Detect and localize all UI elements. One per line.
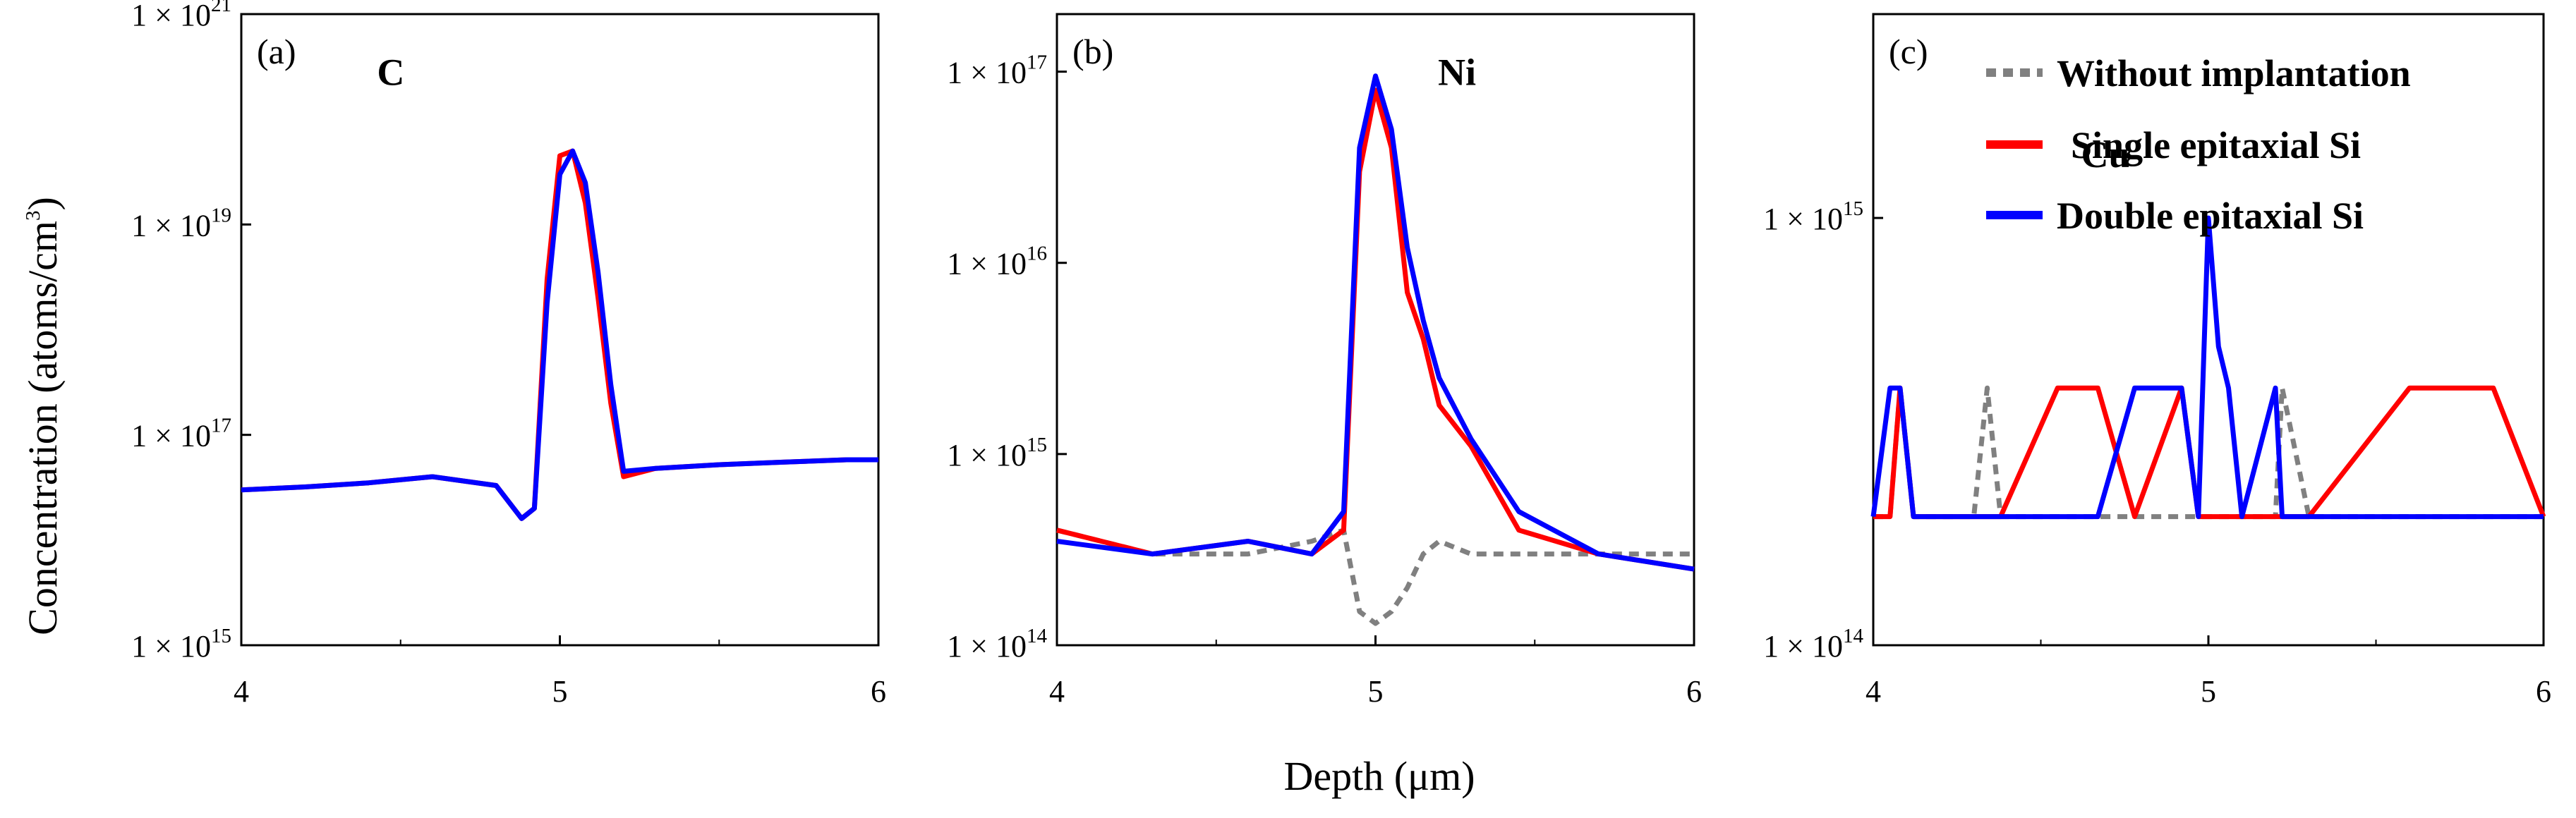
x-tick-label-c-2: 6 <box>2536 674 2551 709</box>
series-line-a-double <box>241 148 878 521</box>
panel-label-b: (b) <box>1072 32 1113 71</box>
x-tick-label-a-0: 4 <box>234 674 249 709</box>
legend-label-double: Double epitaxial Si <box>2057 195 2364 237</box>
legend-label-without: Without implantation <box>2057 52 2411 94</box>
plot-frame-a <box>240 13 880 647</box>
panel-a: 4 5 6 1 × 1015 1 × 1017 1 × 1019 1 × 1021 (a) C <box>131 0 886 709</box>
series-line-b-single <box>1056 87 1695 572</box>
panel-label-c: (c) <box>1889 32 1928 71</box>
x-tick-label-b-0: 4 <box>1049 674 1065 709</box>
y-tick-label-c-0: 1 × 1014 <box>1763 625 1863 664</box>
y-tick-label-a-3: 1 × 1021 <box>131 0 231 32</box>
panel-label-a: (a) <box>257 32 296 71</box>
series-line-c-single <box>1873 385 2546 520</box>
legend: Without implantation Single epitaxial Si… <box>1986 52 2411 237</box>
y-axis-title-end: ) <box>20 197 66 210</box>
y-axis-title: Concentration (atoms/cm3) <box>20 197 66 635</box>
x-tick-label-b-2: 6 <box>1686 674 1702 709</box>
series-line-c-double <box>1870 215 2544 520</box>
x-tick-label-a-1: 5 <box>552 674 568 709</box>
panel-c: 4 5 6 1 × 1014 1 × 1015 (c) Cu <box>1763 13 2551 709</box>
element-label-c: Cu <box>2081 133 2130 176</box>
plot-frame-b <box>1056 13 1695 647</box>
y-axis-title-main: Concentration (atoms/cm <box>20 221 66 635</box>
series-line-c-without <box>1873 385 2544 520</box>
legend-label-single: Single epitaxial Si <box>2071 124 2361 166</box>
x-tick-label-b-1: 5 <box>1368 674 1384 709</box>
x-tick-label-c-0: 4 <box>1866 674 1881 709</box>
y-axis-title-sup: 3 <box>22 210 44 221</box>
y-tick-label-c-1: 1 × 1015 <box>1763 197 1863 236</box>
plot-frame-c <box>1872 13 2545 647</box>
y-tick-label-b-3: 1 × 1017 <box>947 51 1047 90</box>
y-tick-label-a-1: 1 × 1017 <box>131 415 231 453</box>
panel-b: 4 5 6 1 × 1014 1 × 1015 1 × 1016 1 × 1017 (b) Ni <box>947 13 1702 709</box>
x-tick-label-a-2: 6 <box>871 674 886 709</box>
y-tick-label-b-1: 1 × 1015 <box>947 434 1047 472</box>
y-tick-label-b-0: 1 × 1014 <box>947 625 1047 664</box>
x-tick-label-c-1: 5 <box>2201 674 2216 709</box>
x-axis-title: Depth (μm) <box>1283 753 1475 799</box>
element-label-a: C <box>377 51 404 94</box>
series-line-b-double <box>1056 73 1695 572</box>
element-label-b: Ni <box>1438 51 1476 94</box>
y-tick-label-a-2: 1 × 1019 <box>131 204 231 243</box>
y-tick-label-b-2: 1 × 1016 <box>947 243 1047 281</box>
series-line-b-without <box>1056 527 1694 626</box>
y-tick-label-a-0: 1 × 1015 <box>131 625 231 664</box>
